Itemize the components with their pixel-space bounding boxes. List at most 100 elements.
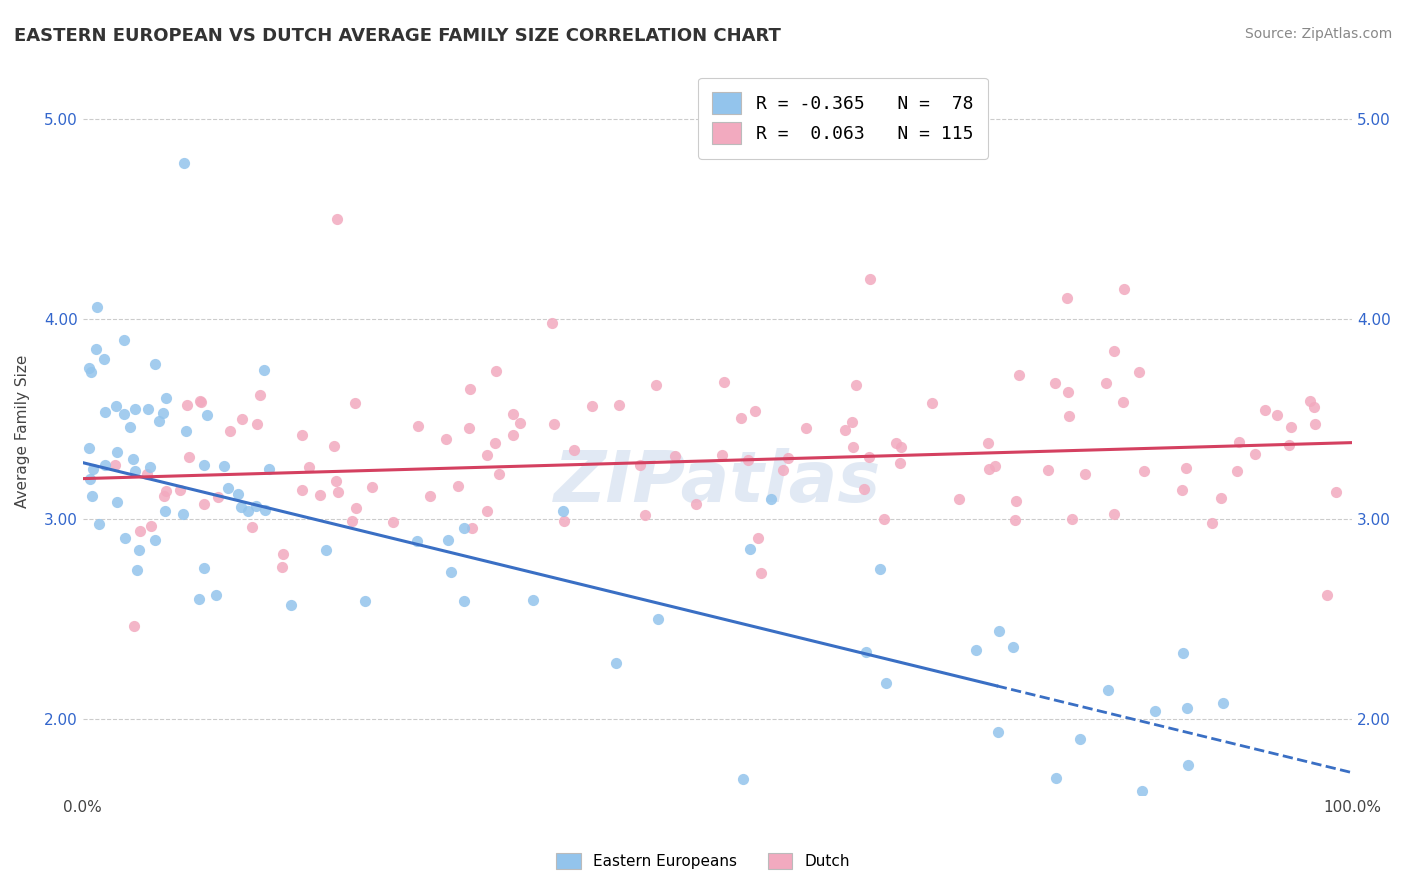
Point <box>112 407 135 421</box>
Point <box>1303 401 1326 415</box>
Point <box>80 365 103 379</box>
Point <box>93 351 115 366</box>
Point <box>502 428 524 442</box>
Point <box>966 643 988 657</box>
Point <box>522 593 544 607</box>
Point <box>841 415 863 429</box>
Point <box>605 657 627 671</box>
Point <box>136 467 159 482</box>
Point <box>434 432 457 446</box>
Point <box>551 504 574 518</box>
Point <box>711 448 734 462</box>
Point <box>1062 512 1084 526</box>
Point <box>245 499 267 513</box>
Point <box>143 533 166 547</box>
Point <box>1226 464 1249 478</box>
Point <box>177 450 200 464</box>
Point <box>77 360 100 375</box>
Point <box>82 462 104 476</box>
Point <box>1324 484 1347 499</box>
Point <box>86 300 108 314</box>
Point <box>143 357 166 371</box>
Point <box>1057 409 1080 423</box>
Point <box>1102 507 1125 521</box>
Legend: Eastern Europeans, Dutch: Eastern Europeans, Dutch <box>550 847 856 875</box>
Point <box>105 444 128 458</box>
Point <box>207 490 229 504</box>
Point <box>381 515 404 529</box>
Point <box>79 472 101 486</box>
Point <box>889 456 911 470</box>
Point <box>1130 784 1153 798</box>
Point <box>685 498 707 512</box>
Point <box>453 594 475 608</box>
Point <box>173 155 195 169</box>
Point <box>1265 408 1288 422</box>
Point <box>153 504 176 518</box>
Point <box>1244 447 1267 461</box>
Point <box>446 479 468 493</box>
Point <box>128 524 150 538</box>
Point <box>188 591 211 606</box>
Point <box>921 396 943 410</box>
Point <box>94 458 117 472</box>
Point <box>94 404 117 418</box>
Point <box>354 593 377 607</box>
Point <box>987 624 1010 639</box>
Point <box>128 543 150 558</box>
Point <box>226 486 249 500</box>
Point <box>1056 384 1078 399</box>
Point <box>326 484 349 499</box>
Point <box>84 342 107 356</box>
Point <box>104 458 127 472</box>
Point <box>155 483 177 498</box>
Point <box>122 452 145 467</box>
Point <box>325 474 347 488</box>
Point <box>607 398 630 412</box>
Point <box>1128 365 1150 379</box>
Point <box>488 467 510 481</box>
Point <box>1074 467 1097 482</box>
Point <box>344 395 367 409</box>
Point <box>453 520 475 534</box>
Point <box>437 533 460 547</box>
Point <box>875 676 897 690</box>
Point <box>291 483 314 497</box>
Point <box>759 491 782 506</box>
Point <box>406 534 429 549</box>
Point <box>457 421 479 435</box>
Point <box>124 402 146 417</box>
Text: EASTERN EUROPEAN VS DUTCH AVERAGE FAMILY SIZE CORRELATION CHART: EASTERN EUROPEAN VS DUTCH AVERAGE FAMILY… <box>14 27 780 45</box>
Point <box>1174 461 1197 475</box>
Point <box>1279 419 1302 434</box>
Point <box>1008 368 1031 383</box>
Point <box>176 425 198 439</box>
Point <box>796 421 818 435</box>
Point <box>834 423 856 437</box>
Point <box>291 427 314 442</box>
Point <box>1171 483 1194 497</box>
Point <box>562 443 585 458</box>
Point <box>1069 731 1091 746</box>
Point <box>105 494 128 508</box>
Point <box>1112 282 1135 296</box>
Point <box>87 517 110 532</box>
Point <box>852 482 875 496</box>
Point <box>217 481 239 495</box>
Point <box>845 378 868 392</box>
Point <box>1144 704 1167 718</box>
Point <box>1177 758 1199 772</box>
Point <box>730 411 752 425</box>
Point <box>948 491 970 506</box>
Point <box>172 507 194 521</box>
Point <box>246 417 269 432</box>
Point <box>872 512 894 526</box>
Point <box>475 503 498 517</box>
Point <box>984 459 1007 474</box>
Point <box>1102 343 1125 358</box>
Point <box>1254 402 1277 417</box>
Point <box>647 612 669 626</box>
Point <box>361 480 384 494</box>
Point <box>218 424 240 438</box>
Point <box>737 452 759 467</box>
